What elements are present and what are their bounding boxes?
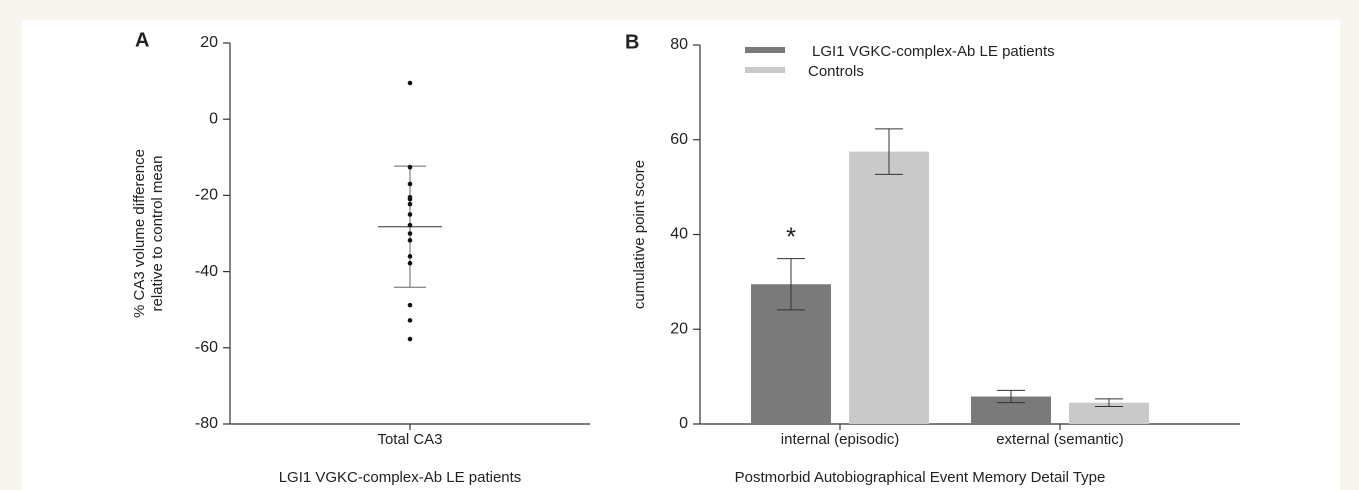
data-point [407, 222, 413, 228]
panel-label: A [135, 29, 149, 51]
y-tick-label: 40 [670, 226, 688, 243]
data-point [407, 254, 413, 259]
y-axis-label: cumulative point score [631, 160, 648, 309]
data-point [407, 238, 413, 243]
y-tick-label: -40 [195, 263, 218, 280]
y-tick-label: 0 [679, 415, 688, 432]
y-tick-label: 20 [200, 34, 218, 51]
legend-label: LGI1 VGKC-complex-Ab LE patients [812, 43, 1055, 60]
data-point [407, 318, 413, 323]
data-point [407, 302, 413, 308]
y-tick-label: -60 [195, 339, 218, 356]
y-tick-label: -20 [195, 187, 218, 204]
y-tick-label: 0 [209, 110, 218, 127]
data-point [407, 80, 413, 86]
y-tick-label: 20 [670, 320, 688, 337]
data-point [407, 196, 413, 202]
data-point [407, 201, 413, 207]
x-tick-label: internal (episodic) [781, 431, 899, 448]
y-axis-label: % CA3 volume difference [131, 149, 148, 318]
legend-swatch [745, 67, 785, 73]
x-tick-label: Total CA3 [377, 431, 442, 448]
x-axis-label: LGI1 VGKC-complex-Ab LE patients [279, 469, 522, 486]
data-point [407, 212, 413, 217]
y-axis-label: relative to control mean [149, 156, 166, 312]
bar [849, 151, 929, 424]
annotation: * [786, 222, 796, 252]
panel-label: B [625, 31, 639, 53]
y-tick-label: -80 [195, 415, 218, 432]
x-axis-label: Postmorbid Autobiographical Event Memory… [735, 469, 1106, 486]
data-point [407, 336, 413, 342]
data-point [407, 164, 413, 170]
data-point [407, 181, 413, 187]
legend-swatch [745, 47, 785, 53]
x-tick-label: external (semantic) [996, 431, 1124, 448]
y-tick-label: 60 [670, 131, 688, 148]
data-point [407, 260, 413, 266]
y-tick-label: 80 [670, 36, 688, 53]
data-point [407, 231, 413, 236]
bar [1069, 402, 1149, 424]
legend-label: Controls [808, 63, 864, 80]
